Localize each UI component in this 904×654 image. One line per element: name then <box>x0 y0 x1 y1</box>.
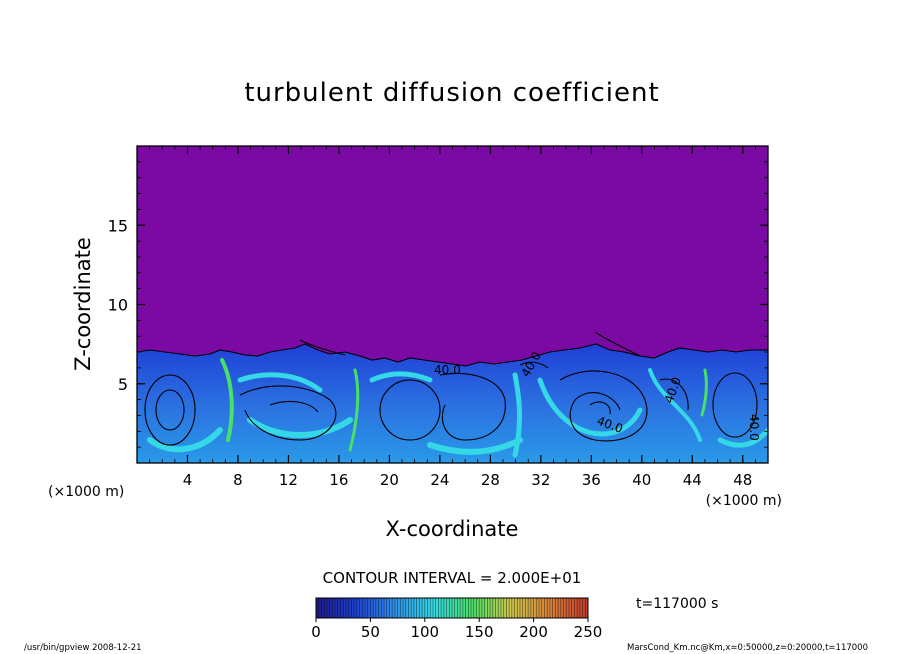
contour-line <box>239 385 337 441</box>
contour-lines <box>137 331 768 446</box>
time-label: t=117000 s <box>636 596 718 612</box>
eddy-streak <box>369 371 433 383</box>
y-axis-label: Z-coordinate <box>71 237 95 371</box>
eddy-streak <box>648 368 702 442</box>
colorbar-tick-label: 150 <box>465 623 494 641</box>
x-unit-right: (×1000 m) <box>706 493 782 509</box>
y-ticks: 5 10 15 <box>108 145 768 464</box>
contour-line <box>144 374 196 446</box>
plot-area: 40.0 40.0 40.0 40.0 40.0 4 8 12 16 20 24 28 32 3… <box>108 145 769 489</box>
colorbar-tick-label: 200 <box>519 623 548 641</box>
x-tick-label: 8 <box>233 471 243 489</box>
eddy-streak <box>512 372 522 458</box>
footer-left: /usr/bin/gpview 2008-12-21 <box>24 643 142 653</box>
footer-right: MarsCond_Km.nc@Km,x=0:50000,z=0:20000,t=… <box>627 643 868 653</box>
colorbar-ticks: 0 50 100 150 200 250 <box>311 618 602 641</box>
x-tick-label: 16 <box>329 471 348 489</box>
x-axis-label: X-coordinate <box>386 517 519 541</box>
colorbar-tick-label: 50 <box>361 623 380 641</box>
contour-label: 40.0 <box>434 363 461 377</box>
contour-line <box>379 379 441 441</box>
contour-line <box>269 400 319 413</box>
x-unit-left: (×1000 m) <box>48 484 124 500</box>
colorbar-stripes <box>318 598 586 618</box>
eddy-streak <box>147 427 223 453</box>
contour-line <box>155 389 185 431</box>
contour-line <box>659 378 689 411</box>
x-tick-label: 40 <box>632 471 651 489</box>
colorbar: 0 50 100 150 200 250 <box>311 597 602 641</box>
contour-label: 40.0 <box>747 414 761 441</box>
eddy-streak <box>348 368 360 452</box>
x-tick-label: 20 <box>380 471 399 489</box>
eddy-streak <box>237 372 323 393</box>
x-tick-label: 36 <box>582 471 601 489</box>
x-ticks: 4 8 12 16 20 24 28 32 36 40 44 48 <box>136 146 769 489</box>
eddy-streak <box>537 377 643 437</box>
eddy-streak <box>717 427 768 448</box>
contour-line <box>137 343 768 367</box>
turbulent-layer: 40.0 40.0 40.0 40.0 40.0 <box>137 331 768 463</box>
x-tick-label: 28 <box>481 471 500 489</box>
x-tick-label: 48 <box>733 471 752 489</box>
contour-line <box>299 339 346 356</box>
colorbar-tick-label: 0 <box>311 623 321 641</box>
y-tick-label: 15 <box>108 216 128 235</box>
contour-line <box>559 370 648 442</box>
colorbar-frame <box>315 597 589 619</box>
eddy-streak <box>220 358 234 442</box>
x-tick-label: 4 <box>183 471 193 489</box>
y-tick-label: 10 <box>108 296 128 315</box>
contour-line <box>589 401 611 415</box>
colorbar-tick-label: 100 <box>410 623 439 641</box>
x-tick-label: 44 <box>683 471 702 489</box>
contour-line <box>594 331 641 357</box>
x-tick-label: 32 <box>531 471 550 489</box>
contour-line <box>439 373 506 441</box>
eddy-streak <box>700 368 708 417</box>
x-tick-label: 12 <box>279 471 298 489</box>
eddy-streak <box>427 437 523 455</box>
y-tick-label: 5 <box>118 375 128 394</box>
colorbar-tick-label: 250 <box>574 623 603 641</box>
eddy-streak <box>247 417 353 438</box>
contour-interval: CONTOUR INTERVAL = 2.000E+01 <box>323 569 582 587</box>
chart-title: turbulent diffusion coefficient <box>244 78 659 108</box>
x-tick-label: 24 <box>430 471 449 489</box>
contour-line <box>519 361 549 369</box>
contour-line <box>712 372 758 438</box>
